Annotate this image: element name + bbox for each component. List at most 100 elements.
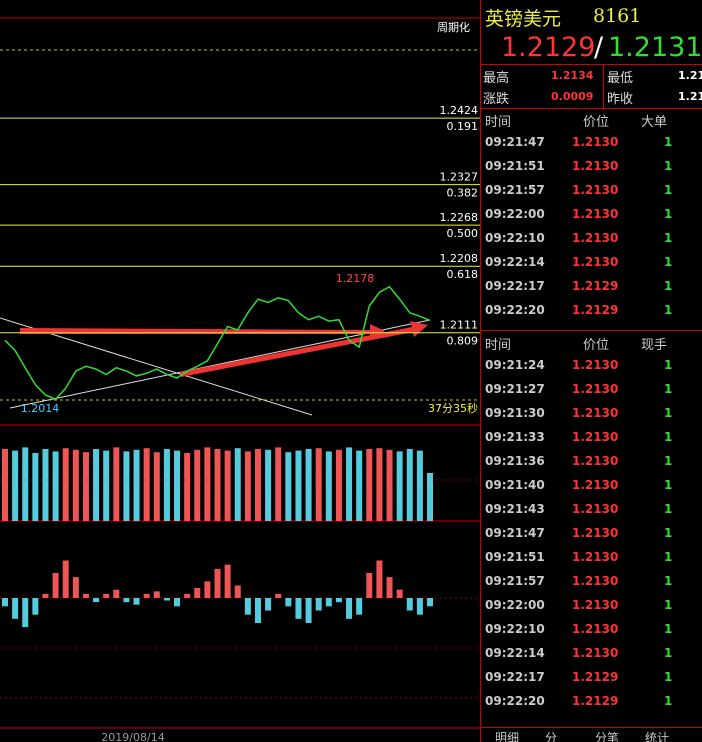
- volume-bar: [113, 447, 120, 521]
- macd-bar: [93, 598, 100, 603]
- macd-bar: [275, 593, 282, 598]
- macd-bar: [244, 598, 251, 615]
- macd-bar: [163, 598, 170, 601]
- stat-value: 1.21: [678, 69, 702, 82]
- macd-bar: [315, 598, 322, 611]
- fib-price: 1.2424: [440, 104, 479, 117]
- tab[interactable]: 分: [545, 731, 558, 742]
- time: 09:22:00: [485, 207, 545, 221]
- volume-bar: [406, 449, 413, 521]
- qty: 1: [664, 135, 673, 149]
- volume-bar: [386, 449, 393, 521]
- macd-bar: [356, 598, 363, 615]
- time: 09:22:00: [485, 598, 545, 612]
- time: 09:22:10: [485, 622, 545, 636]
- qty: 1: [664, 526, 673, 540]
- time: 09:22:14: [485, 646, 545, 660]
- table-header: 价位: [583, 115, 610, 130]
- price: 1.2130: [572, 598, 619, 612]
- volume-bar: [214, 449, 221, 521]
- price: 1.2130: [572, 159, 619, 173]
- macd-bar: [305, 598, 312, 623]
- time: 09:22:20: [485, 694, 545, 708]
- qty: 1: [664, 646, 673, 660]
- macd-bar: [416, 598, 423, 615]
- macd-bar: [214, 568, 221, 598]
- volume-bar: [325, 451, 332, 521]
- fib-ratio: 0.382: [447, 187, 479, 200]
- quote-panel: 英镑美元 8161 1.2129/1.2131 最高 1.2134 最低 1.21 涨跌 0.0…: [481, 0, 702, 742]
- fib-ratio: 0.500: [447, 227, 479, 240]
- price: 1.2130: [572, 478, 619, 492]
- close-line: [4, 285, 431, 401]
- macd-bar: [72, 577, 79, 598]
- volume-bar: [93, 449, 100, 521]
- volume-bar: [184, 453, 191, 521]
- time: 09:22:10: [485, 231, 545, 245]
- volume-bar: [335, 449, 342, 521]
- qty: 1: [664, 231, 673, 245]
- stat-label: 涨跌: [483, 92, 510, 107]
- qty: 1: [664, 502, 673, 516]
- macd-bar: [194, 588, 201, 598]
- stat-value: 1.2134: [551, 69, 594, 82]
- tab[interactable]: 统计: [645, 731, 670, 742]
- qty: 1: [664, 478, 673, 492]
- macd-bar: [366, 573, 373, 598]
- tab[interactable]: 明细: [495, 731, 520, 742]
- macd-bar: [82, 593, 89, 598]
- arrow: [180, 321, 428, 377]
- macd-bar: [143, 593, 150, 598]
- volume-bar: [244, 451, 251, 521]
- macd-bar: [325, 598, 332, 607]
- macd-bar: [335, 598, 342, 603]
- macd-bar: [2, 598, 8, 607]
- qty: 1: [664, 382, 673, 396]
- qty: 1: [664, 159, 673, 173]
- volume-bar: [133, 449, 140, 521]
- volume-bar: [32, 453, 39, 521]
- rule: [481, 727, 702, 728]
- time: 09:21:33: [485, 430, 545, 444]
- stat-value: 0.0009: [551, 90, 594, 103]
- date-label: 2019/08/14: [101, 731, 164, 742]
- qty: 1: [664, 550, 673, 564]
- price: 1.2130: [572, 550, 619, 564]
- table-header: 价位: [583, 338, 610, 353]
- ask: 1.2131: [608, 32, 702, 63]
- sep: /: [594, 32, 604, 63]
- table-header: 时间: [485, 115, 512, 130]
- price: 1.2129: [572, 694, 619, 708]
- volume-bar: [103, 450, 110, 521]
- qty: 1: [664, 303, 673, 317]
- stat-label: 最低: [607, 71, 634, 86]
- price: 1.2130: [572, 646, 619, 660]
- price: 1.2130: [572, 406, 619, 420]
- rule: [481, 64, 702, 65]
- qty: 1: [664, 574, 673, 588]
- tab[interactable]: 分笔: [595, 731, 620, 742]
- qty: 1: [664, 622, 673, 636]
- price: 1.2130: [572, 183, 619, 197]
- qty: 1: [664, 454, 673, 468]
- price: 1.2130: [572, 502, 619, 516]
- macd-bar: [386, 577, 393, 598]
- time: 09:21:47: [485, 526, 545, 540]
- time: 09:22:14: [485, 255, 545, 269]
- macd-bar: [224, 564, 231, 598]
- volume-bar: [194, 449, 201, 521]
- fib-price: 1.2268: [440, 211, 479, 224]
- price: 1.2130: [572, 255, 619, 269]
- volume-bar: [265, 449, 272, 521]
- price: 1.2130: [572, 382, 619, 396]
- chart: 周期化 1.2178 1.2014 37分35秒 2019/08/14 1.24…: [0, 0, 481, 742]
- countdown: 37分35秒: [428, 401, 478, 415]
- time: 09:21:51: [485, 550, 545, 564]
- volume-bar: [204, 447, 211, 521]
- macd-bar: [285, 598, 292, 607]
- time: 09:21:57: [485, 183, 545, 197]
- macd-bar: [396, 589, 403, 598]
- time: 09:21:51: [485, 159, 545, 173]
- qty: 1: [664, 279, 673, 293]
- macd-bar: [406, 598, 413, 611]
